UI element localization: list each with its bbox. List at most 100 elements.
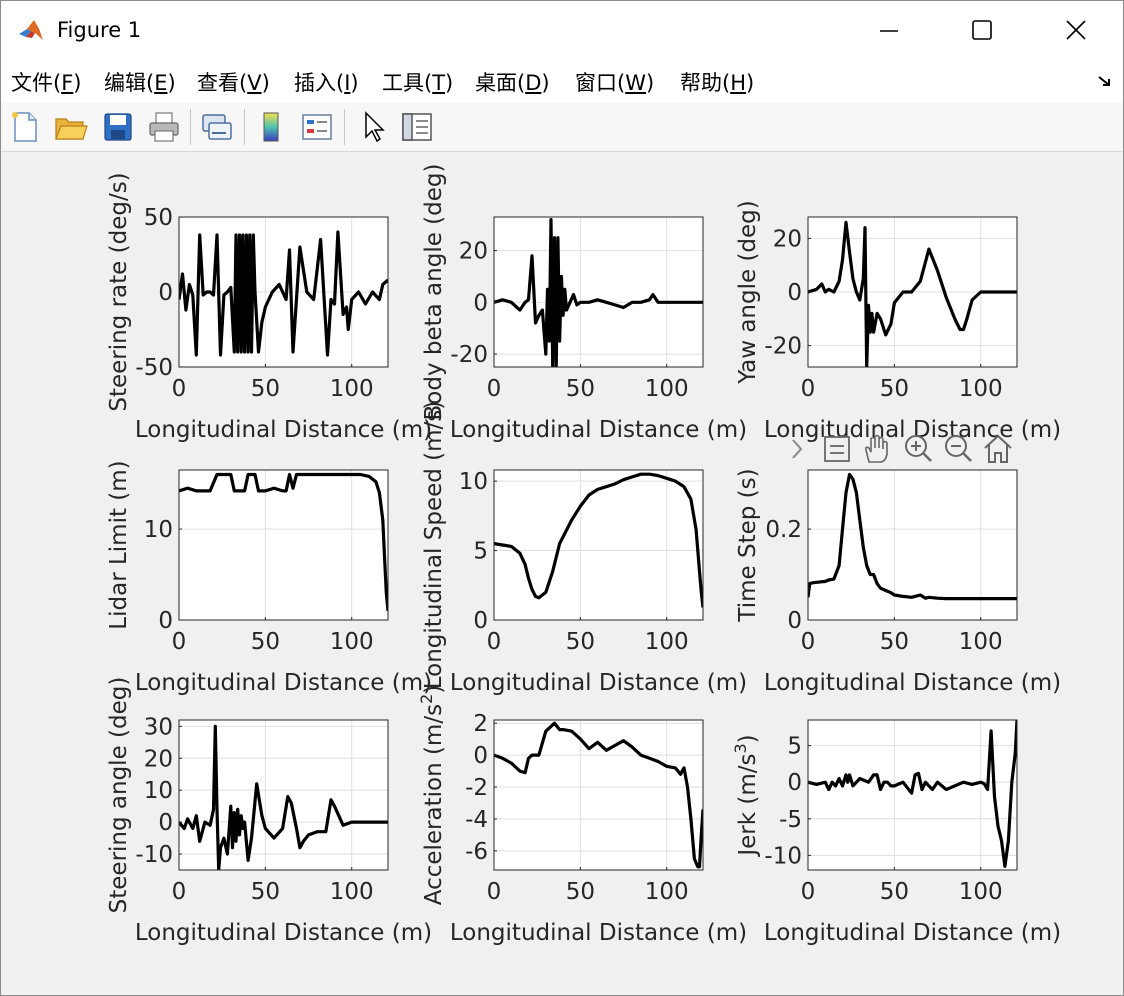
axes-box: [178, 469, 389, 621]
toolbar-separator: [244, 109, 245, 145]
axes-box: [807, 719, 1018, 871]
x-axis-label: Longitudinal Distance (m): [450, 670, 747, 696]
menu-file[interactable]: 文件(F): [11, 71, 82, 95]
axes-box: [493, 216, 704, 368]
x-axis-label: Longitudinal Distance (m): [450, 417, 747, 443]
menu-help[interactable]: 帮助(H): [680, 71, 755, 95]
x-axis-label: Longitudinal Distance (m): [135, 920, 432, 946]
menu-insert[interactable]: 插入(I): [294, 71, 359, 95]
x-tick-label: 0: [172, 879, 187, 905]
x-tick-label: 0: [801, 376, 816, 402]
y-tick-label: -20: [450, 342, 488, 368]
subplot-3[interactable]: 0 50 100 -20 0 20 Longitudinal Distance (m) Yaw…: [735, 200, 1061, 443]
menu-window[interactable]: 窗口(W): [575, 71, 655, 95]
series-line: [179, 724, 388, 870]
y-axis-label: Jerk (m/s3): [731, 734, 762, 857]
y-tick-label: 0: [787, 770, 802, 796]
x-axis-label: Longitudinal Distance (m): [764, 670, 1061, 696]
x-tick-label: 100: [959, 376, 1003, 402]
series-line: [179, 472, 388, 612]
zoom-out-icon[interactable]: [945, 435, 972, 462]
y-tick-label: 5: [473, 539, 488, 565]
x-tick-label: 0: [172, 376, 187, 402]
y-tick-label: 0: [473, 743, 488, 769]
y-tick-label: -6: [465, 839, 488, 865]
y-tick-label: -50: [135, 355, 173, 381]
menu-desktop[interactable]: 桌面(D): [475, 71, 550, 95]
home-icon[interactable]: [984, 434, 1012, 463]
x-tick-label: 0: [487, 629, 502, 655]
minimize-button[interactable]: [843, 1, 935, 59]
y-tick-label: 10: [144, 778, 173, 804]
x-tick-label: 100: [959, 629, 1003, 655]
y-tick-label: -10: [764, 843, 802, 869]
save-icon[interactable]: [100, 109, 136, 145]
zoom-in-icon[interactable]: [905, 435, 932, 462]
y-tick-label: 0: [158, 608, 173, 634]
x-tick-label: 50: [880, 629, 909, 655]
open-file-icon[interactable]: [53, 109, 89, 145]
legend-icon[interactable]: [299, 109, 335, 145]
x-tick-label: 100: [645, 879, 689, 905]
y-tick-label: 20: [144, 746, 173, 772]
y-axis-label: Steering rate (deg/s): [106, 172, 132, 411]
pan-hand-icon[interactable]: [865, 434, 888, 463]
subplot-7[interactable]: 0 50 100 -10 0 10 20 30 Longitudinal Distance (m…: [106, 677, 432, 946]
plot-area: [808, 720, 1017, 870]
pointer-icon[interactable]: [356, 109, 392, 145]
chevron-right-icon[interactable]: [792, 439, 803, 459]
y-tick-label: 0.2: [765, 517, 802, 543]
y-tick-label: 0: [473, 290, 488, 316]
x-tick-label: 50: [566, 879, 595, 905]
subplot-2[interactable]: 0 50 100 -20 0 20 Longitudinal Distance (m)Bod…: [421, 164, 747, 443]
axes-box: [807, 469, 1018, 621]
x-tick-label: 100: [330, 376, 374, 402]
y-tick-label: 2: [473, 711, 488, 737]
y-tick-label: 30: [144, 714, 173, 740]
menu-tools[interactable]: 工具(T): [382, 71, 454, 95]
subplot-6[interactable]: 0 50 100 0 0.2 Longitudinal Distance (m) Time …: [735, 468, 1061, 696]
dock-arrow-icon[interactable]: [1095, 71, 1115, 91]
x-tick-label: 50: [566, 376, 595, 402]
series-line: [179, 230, 388, 357]
menu-edit[interactable]: 编辑(E): [104, 71, 176, 95]
colorbar-icon[interactable]: [253, 109, 289, 145]
x-tick-label: 50: [880, 879, 909, 905]
series-line: [494, 721, 703, 869]
x-axis-label: Longitudinal Distance (m): [764, 920, 1061, 946]
x-axis-label: Longitudinal Distance (m): [135, 670, 432, 696]
x-tick-label: 100: [330, 629, 374, 655]
y-tick-label: 10: [459, 469, 488, 495]
x-tick-label: 100: [330, 879, 374, 905]
new-figure-icon[interactable]: [7, 109, 43, 145]
menu-bar: 文件(F) 编辑(E) 查看(V) 插入(I) 工具(T) 桌面(D) 窗口(W…: [1, 59, 1123, 103]
link-plot-icon[interactable]: [199, 109, 235, 145]
x-tick-label: 0: [801, 879, 816, 905]
axes-box: [178, 719, 389, 871]
series-line: [808, 720, 1017, 868]
series-line: [494, 217, 703, 367]
x-tick-label: 50: [880, 376, 909, 402]
maximize-button[interactable]: [935, 1, 1027, 59]
x-tick-label: 0: [487, 879, 502, 905]
x-tick-label: 50: [251, 376, 280, 402]
y-tick-label: 20: [459, 239, 488, 265]
x-tick-label: 0: [487, 376, 502, 402]
print-icon[interactable]: [146, 109, 182, 145]
property-inspector-icon[interactable]: [399, 109, 435, 145]
subplot-9[interactable]: 0 50 100 -10 -5 0 5 Longitudinal Distance (m) Je…: [731, 719, 1062, 946]
close-button[interactable]: [1029, 1, 1121, 59]
subplot-4[interactable]: 0 50 100 0 10 Longitudinal Distance (m) Lidar …: [106, 460, 432, 696]
data-tips-icon[interactable]: [824, 436, 850, 462]
series-line: [808, 220, 1017, 367]
y-tick-label: 20: [773, 226, 802, 252]
axes-box: [493, 469, 704, 621]
matlab-logo-icon: [19, 20, 43, 40]
plot-area: [179, 720, 388, 870]
subplot-8[interactable]: 0 50 100 -6 -4 -2 0 2 Longitudinal Distance (m)A…: [417, 685, 748, 946]
menu-view[interactable]: 查看(V): [197, 71, 270, 95]
x-tick-label: 50: [566, 629, 595, 655]
